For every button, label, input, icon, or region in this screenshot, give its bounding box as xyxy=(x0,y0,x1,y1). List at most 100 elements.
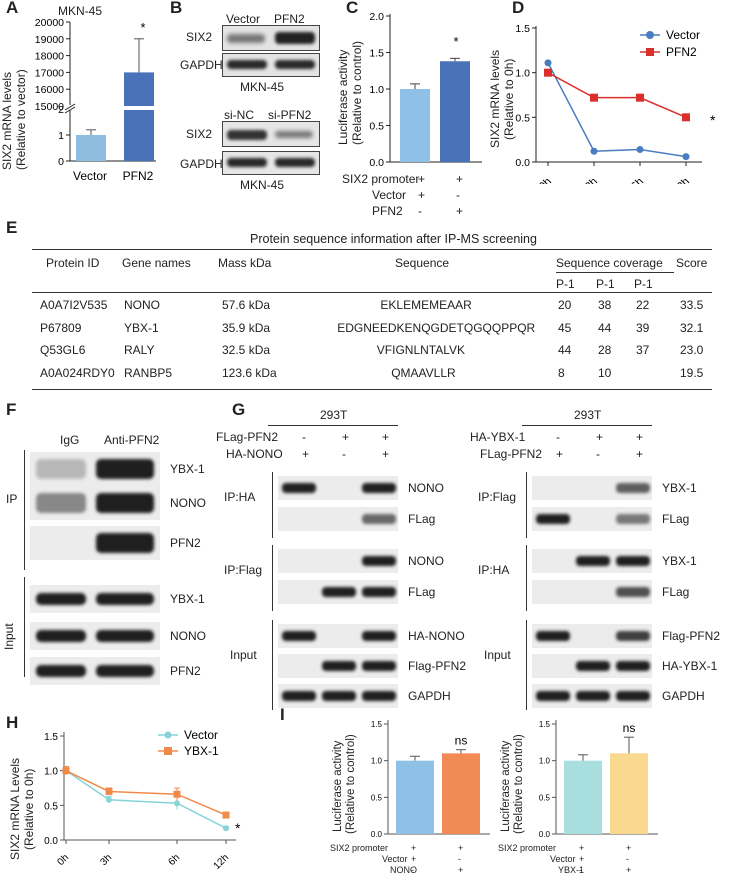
blot-g-row xyxy=(532,654,652,678)
panel-a-ytick: 20000 xyxy=(35,17,64,29)
panel-b-bottom-row2: GAPDH xyxy=(180,157,223,171)
panel-a-ytick: 18000 xyxy=(35,51,64,63)
panel-i-ytick: 1.5 xyxy=(539,720,551,729)
panel-letter-i: I xyxy=(280,705,285,724)
panel-b-top-cell: MKN-45 xyxy=(240,80,285,94)
table-cell: YBX-1 xyxy=(124,320,159,335)
blot-band xyxy=(96,665,154,677)
panel-a-title: MKN-45 xyxy=(58,4,103,18)
blot-band xyxy=(96,459,154,479)
panel-g-group-bracket xyxy=(272,620,273,710)
panel-a-ytick: 15000 xyxy=(35,101,64,113)
panel-i-cond-v2: + xyxy=(458,843,464,853)
panel-a-ytick: 17000 xyxy=(35,67,64,79)
blot-band xyxy=(36,459,86,479)
bar-i-0 xyxy=(564,760,602,834)
table-subheader-3: P-1 xyxy=(634,277,653,291)
bar-i-0 xyxy=(396,760,434,834)
panel-f-ip-label: IP xyxy=(6,492,18,506)
table-cell: 28 xyxy=(598,343,612,357)
panel-g-cond-label: HA-NONO xyxy=(226,447,283,461)
panel-a-ytick: 2 xyxy=(58,104,64,116)
blot-b-six2 xyxy=(222,25,320,51)
panel-i-chart: 1.5 1.0 0.5 0.0 ns xyxy=(371,720,490,839)
panel-g-row-label: YBX-1 xyxy=(662,554,697,568)
point-h-vector xyxy=(223,825,229,832)
table-cell: 35.9 kDa xyxy=(222,320,271,335)
panel-i-ns: ns xyxy=(623,721,636,735)
panel-i-cond-v1: - xyxy=(411,865,414,875)
panel-g-group-label: IP:HA xyxy=(478,563,510,577)
panel-i-cond-v1: + xyxy=(579,854,585,864)
blot-g-row xyxy=(278,624,398,648)
point-h-ybx1 xyxy=(62,767,70,775)
panel-a-ytick: 0 xyxy=(58,156,64,168)
bar-a-pfn2-lower xyxy=(124,110,154,161)
panel-i-cond-label: SIX2 promoter xyxy=(498,843,557,853)
blot-b-six2-si xyxy=(222,121,320,147)
panel-h-ylabel: SIX2 mRNA Levels xyxy=(8,757,22,860)
blot-g-row xyxy=(278,654,398,678)
line-d-vector xyxy=(547,62,687,158)
panel-i-cond-label: SIX2 promoter xyxy=(330,843,389,853)
blot-band xyxy=(536,631,570,641)
bar-c-1 xyxy=(440,61,470,163)
table-cell: 20 xyxy=(558,298,572,312)
panel-letter-a: A xyxy=(6,0,19,17)
panel-i-ytick: 1.5 xyxy=(371,720,383,729)
panel-h-xtick: 0h xyxy=(55,852,71,868)
panel-f-input-bracket xyxy=(24,577,25,677)
table-header-gene-names: Gene names xyxy=(122,256,191,270)
blot-band xyxy=(616,483,650,493)
panel-g-cond-value: + xyxy=(636,430,644,444)
blot-band xyxy=(36,630,86,642)
panel-a-break-mark xyxy=(64,103,76,111)
panel-g-group-label: IP:HA xyxy=(224,490,256,504)
panel-a-ytick: 16000 xyxy=(35,84,64,96)
panel-a-ytick: 1 xyxy=(58,130,64,142)
panel-i-ylabel2: (Relative to control) xyxy=(513,734,525,834)
panel-h-ylabel2: (Relative to 0h) xyxy=(22,768,36,850)
panel-c-cond-label: PFN2 xyxy=(372,204,403,218)
panel-a-xtick-pfn2: PFN2 xyxy=(123,169,154,183)
panel-c-ytick: 2.0 xyxy=(369,11,384,23)
panel-e-title: Protein sequence information after IP-MS… xyxy=(250,232,537,246)
blot-f-row xyxy=(30,657,160,685)
table-header-sequence: Sequence xyxy=(395,256,450,270)
legend-h-ybx1: YBX-1 xyxy=(184,744,219,758)
panel-g-cond-label: FLag-PFN2 xyxy=(480,447,543,461)
panel-d-ytick: 0.5 xyxy=(515,112,530,124)
blot-band xyxy=(576,691,610,701)
panel-i-ytick: 1.0 xyxy=(371,757,383,766)
panel-h-ytick: 0.0 xyxy=(44,836,58,847)
table-cell: A0A024RDY0 xyxy=(40,365,115,380)
panel-d-xtick: 12h xyxy=(671,176,692,184)
panel-g-cond-value: + xyxy=(382,447,390,461)
table-cell: 33.5 xyxy=(680,298,704,312)
blot-band xyxy=(576,661,610,671)
panel-c-cond-v2: - xyxy=(456,188,460,202)
panel-g-cond-value: + xyxy=(382,430,390,444)
panel-i-ytick: 1.0 xyxy=(539,757,551,766)
table-subheader-2: P-1 xyxy=(596,277,615,291)
panel-g-group-bracket xyxy=(526,545,527,611)
panel-g-cell-line: 293T xyxy=(574,408,602,422)
panel-d-ytick: 0.0 xyxy=(515,157,530,169)
legend-vector: Vector xyxy=(666,28,700,42)
panel-h-ytick: 1.5 xyxy=(44,732,58,743)
panel-g-row-label: FLag xyxy=(408,512,436,526)
table-cell: 8 xyxy=(558,365,565,380)
panel-c-cond-v1: - xyxy=(418,204,422,218)
panel-f-col-igg: IgG xyxy=(60,433,80,447)
panel-d-xtick: 3h xyxy=(583,176,600,184)
table-cell: 39 xyxy=(636,320,650,335)
panel-i-cond-v2: - xyxy=(458,854,461,864)
panel-i-ytick: 0.0 xyxy=(539,830,551,839)
panel-g-group-bracket xyxy=(526,472,527,538)
panel-f-row-label: NONO xyxy=(170,629,206,643)
panel-i-ytick: 0.5 xyxy=(539,793,551,802)
table-cell: EDGNEEDKENQGDETQGQQPPQR xyxy=(337,320,536,335)
panel-g-cond-value: + xyxy=(342,430,350,444)
blot-band xyxy=(362,514,396,524)
